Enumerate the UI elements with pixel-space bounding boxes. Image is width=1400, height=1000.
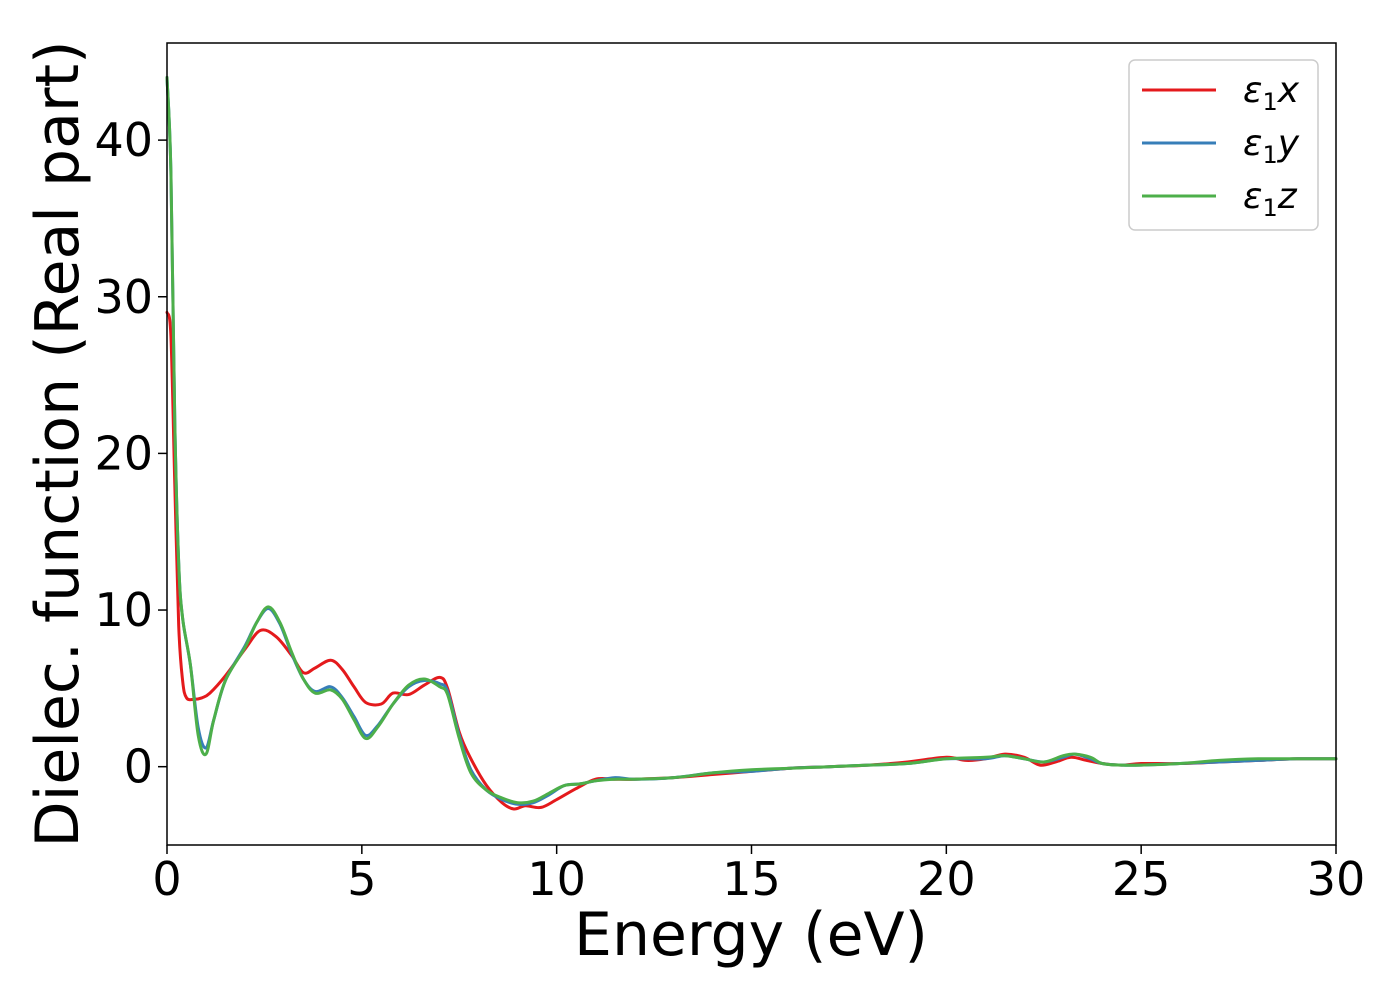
- y-tick-label: 20: [94, 426, 153, 480]
- legend: ε1x ε1y ε1z: [1128, 59, 1319, 231]
- x-tick-label: 25: [1112, 852, 1171, 906]
- x-tick-label: 20: [917, 852, 976, 906]
- x-tick-label: 10: [527, 852, 586, 906]
- y-tick-label: 10: [94, 583, 153, 637]
- y-axis-label: Dielec. function (Real part): [23, 41, 93, 848]
- x-tick-label: 15: [722, 852, 781, 906]
- y-tick-label: 30: [94, 270, 153, 324]
- y-tick-label: 40: [94, 113, 153, 167]
- x-axis-label: Energy (eV): [574, 900, 928, 970]
- legend-box: [1128, 59, 1319, 231]
- legend-label-x: ε1x: [1243, 70, 1300, 116]
- series-line-z: [165, 76, 1338, 805]
- y-tick-label: 0: [124, 740, 153, 794]
- legend-label-z: ε1z: [1243, 176, 1298, 222]
- legend-label-y: ε1y: [1243, 123, 1300, 169]
- y-axis-ticks: 0 10 20 30 40: [94, 113, 167, 794]
- x-axis-ticks: 0 5 10 15 20 25 30: [152, 845, 1365, 906]
- x-tick-label: 5: [347, 852, 376, 906]
- series-layer: [165, 76, 1338, 811]
- x-tick-label: 30: [1307, 852, 1366, 906]
- x-tick-label: 0: [152, 852, 181, 906]
